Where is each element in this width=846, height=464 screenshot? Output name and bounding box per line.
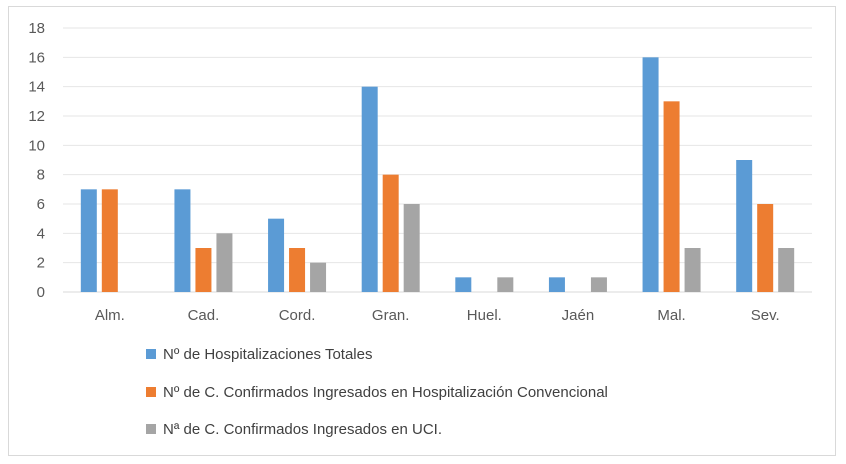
legend-swatch (146, 349, 156, 359)
x-category-label: Huel. (467, 307, 502, 324)
bar-1 (80, 189, 97, 292)
legend-label: Nº de C. Confirmados Ingresados en Hospi… (163, 384, 608, 401)
bar-3 (590, 277, 607, 292)
bar-chart: 0 2 4 6 8 10 12 14 16 18 Alm. Cad. Cord. Gran. Huel. Ja… (28, 20, 812, 438)
y-tick-label: 2 (37, 255, 45, 272)
bar-3 (684, 248, 701, 292)
bar-1 (174, 189, 191, 292)
bar-3 (497, 277, 514, 292)
legend-label: Nº de Hospitalizaciones Totales (163, 346, 372, 363)
bar-1 (361, 86, 378, 293)
bar-1 (642, 57, 659, 293)
bar-1 (548, 277, 565, 292)
x-category-label: Cord. (279, 307, 316, 324)
bar-2 (382, 174, 399, 292)
bar-2 (101, 189, 118, 292)
y-tick-label: 16 (28, 49, 45, 66)
x-category-label: Gran. (372, 307, 410, 324)
bar-2 (663, 101, 680, 292)
bar-3 (310, 262, 327, 292)
y-tick-label: 10 (28, 137, 45, 154)
legend-label: Nª de C. Confirmados Ingresados en UCI. (163, 421, 442, 438)
bar-3 (403, 204, 420, 292)
bar-2 (195, 248, 212, 292)
legend-swatch (146, 424, 156, 434)
bar-2 (757, 204, 774, 292)
bar-1 (268, 218, 285, 292)
y-tick-label: 18 (28, 20, 45, 37)
bar-2 (289, 248, 306, 292)
bar-3 (216, 233, 233, 292)
x-category-label: Cad. (188, 307, 220, 324)
legend-swatch (146, 387, 156, 397)
chart-frame: 0 2 4 6 8 10 12 14 16 18 Alm. Cad. Cord. Gran. Huel. Ja… (8, 6, 836, 456)
y-tick-label: 12 (28, 108, 45, 125)
bar-3 (778, 248, 795, 292)
x-category-label: Alm. (95, 307, 125, 324)
x-category-label: Mal. (657, 307, 685, 324)
bar-1 (736, 160, 753, 292)
y-tick-label: 14 (28, 79, 45, 96)
x-category-label: Jaén (562, 307, 595, 324)
y-tick-label: 6 (37, 196, 45, 213)
bar-1 (455, 277, 472, 292)
y-tick-label: 0 (37, 284, 45, 301)
y-tick-label: 8 (37, 167, 45, 184)
y-tick-label: 4 (37, 225, 45, 242)
x-category-label: Sev. (751, 307, 780, 324)
